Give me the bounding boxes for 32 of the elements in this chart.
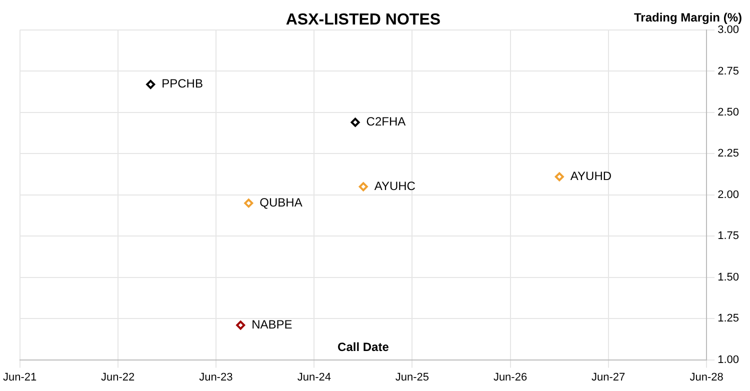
x-tick-label: Jun-21 [2, 371, 37, 384]
y-tick-label: 3.00 [718, 24, 740, 36]
y-axis-title: Trading Margin (%) [634, 10, 742, 24]
y-tick-label: 1.75 [718, 230, 740, 242]
chart-title: ASX-LISTED NOTES [286, 11, 441, 28]
point [350, 118, 360, 127]
x-tick-label: Jun-27 [591, 371, 626, 384]
series-label: PPCHB [162, 76, 203, 91]
x-tick-label: Jun-24 [297, 371, 332, 384]
x-tick-label: Jun-26 [493, 371, 528, 384]
point [236, 320, 246, 330]
y-tick-label: 1.25 [718, 312, 740, 325]
y-tick-label: 2.25 [718, 148, 740, 160]
x-tick-label: Jun-28 [690, 371, 724, 384]
point [358, 182, 368, 192]
x-tick-label: Jun-23 [199, 371, 233, 384]
point [146, 80, 156, 89]
series-label: QUBHA [260, 195, 302, 210]
y-tick-label: 2.50 [718, 106, 740, 118]
point [554, 172, 564, 182]
series-label: AYUHC [374, 178, 416, 193]
x-tick-label: Jun-25 [395, 371, 430, 384]
series-label: C2FHA [366, 114, 406, 129]
y-tick-label: 1.00 [718, 354, 740, 366]
x-tick-label: Jun-22 [101, 371, 135, 384]
x-axis-title: Call Date [338, 340, 390, 354]
y-tick-label: 2.75 [718, 65, 740, 78]
point [244, 198, 254, 208]
series-label: NABPE [252, 317, 292, 332]
y-tick-label: 1.50 [718, 271, 740, 284]
series-label: AYUHD [570, 169, 612, 184]
y-tick-label: 2.00 [718, 188, 740, 201]
